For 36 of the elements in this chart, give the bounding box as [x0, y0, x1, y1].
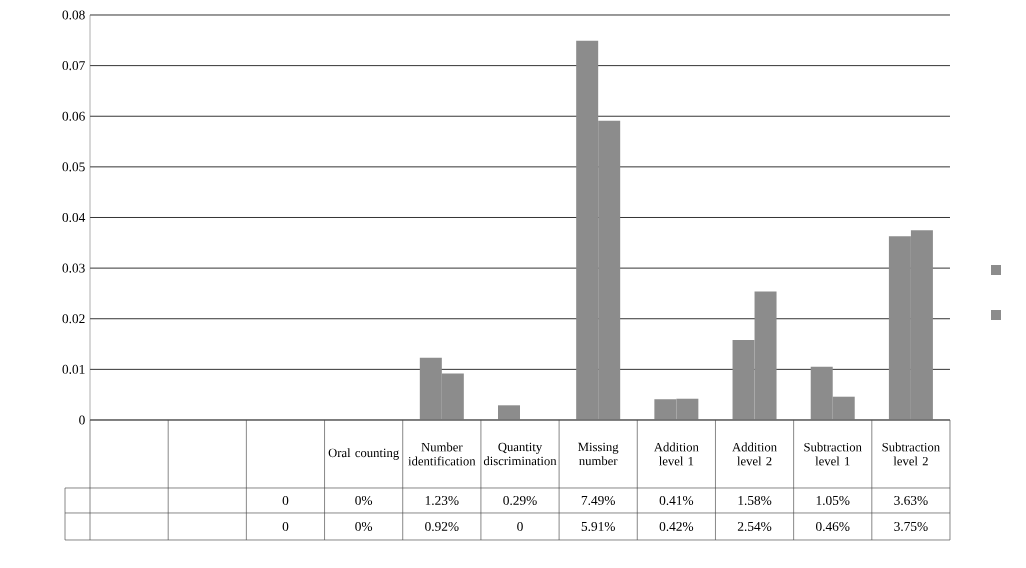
- bar: [498, 405, 520, 420]
- data-label: 0: [282, 495, 289, 505]
- data-label: 1.58%: [738, 495, 772, 506]
- y-tick-label: 0.02: [62, 314, 85, 324]
- data-label: 3.75%: [894, 521, 928, 532]
- x-tick-label: Number identification: [408, 442, 476, 466]
- x-tick-label: Addition level 2: [732, 442, 777, 466]
- y-tick-label: 0.01: [62, 364, 85, 374]
- data-label: 3.63%: [894, 495, 928, 506]
- y-tick-label: 0.08: [62, 10, 85, 20]
- y-tick-label: 0: [79, 415, 85, 425]
- y-tick-label: 0.04: [62, 212, 86, 223]
- data-label: 0%: [355, 495, 373, 505]
- data-label: 2.54%: [737, 521, 772, 532]
- x-tick-label: Addition level 1: [653, 442, 699, 466]
- data-label: 0.92%: [425, 521, 459, 532]
- data-label: 0%: [355, 521, 373, 531]
- x-tick-label: Subtraction level 2: [882, 442, 940, 466]
- data-label: 0.41%: [659, 495, 694, 506]
- x-tick-label: Subtraction level 1: [804, 442, 862, 466]
- y-tick-label: 0.06: [62, 111, 85, 121]
- data-label: 0.42%: [659, 521, 694, 532]
- x-tick-label: Oral counting: [328, 448, 399, 460]
- x-tick-label: Missing number: [578, 442, 619, 466]
- data-label: 0.29%: [503, 495, 537, 506]
- data-label: 1.23%: [425, 495, 459, 506]
- data-label: 7.49%: [581, 495, 615, 506]
- y-tick-label: 0.05: [62, 162, 85, 172]
- data-label: 5.91%: [581, 521, 615, 532]
- x-tick-label: Quantity discrimination: [483, 442, 557, 466]
- data-label: 0: [282, 521, 289, 531]
- data-label: 0: [517, 521, 523, 531]
- y-tick-label: 0.03: [62, 263, 85, 273]
- data-label: 1.05%: [816, 495, 850, 506]
- y-tick-label: 0.07: [62, 61, 85, 71]
- data-label: 0.46%: [816, 521, 850, 532]
